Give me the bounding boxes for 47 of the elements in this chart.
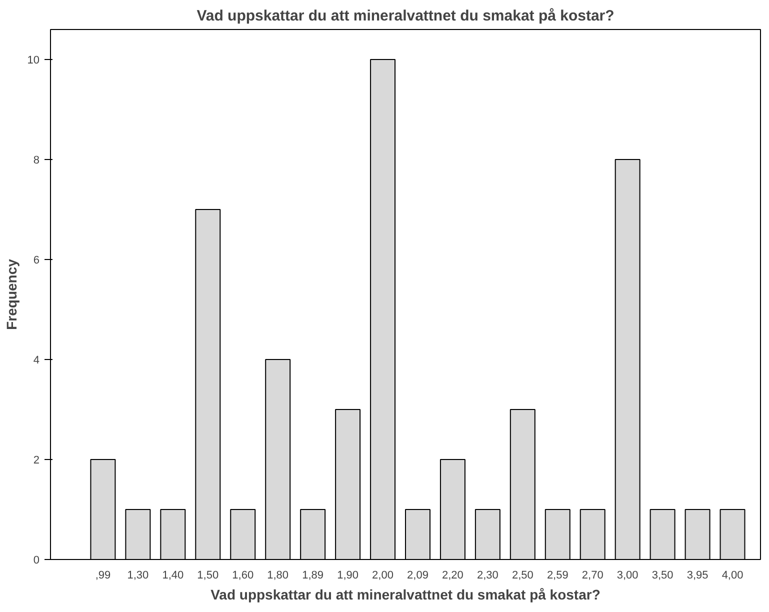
x-tick-label: 1,90 [337,570,359,582]
x-tick-label: 1,30 [127,570,149,582]
y-tick-label: 8 [33,154,40,166]
y-tick-label: 6 [33,254,40,266]
bar [370,59,396,560]
y-tick-label: 2 [33,454,40,466]
bar [580,509,606,560]
x-tick-label: 1,40 [162,570,184,582]
bar [125,509,151,560]
bar [474,509,500,560]
bar [230,509,256,560]
y-axis-title: Frequency [3,258,20,330]
x-tick-label: 4,00 [722,570,744,582]
bar [684,509,710,560]
y-tick-label: 10 [27,54,40,66]
x-tick-label: 2,00 [372,570,394,582]
bar [544,509,570,560]
bar [510,409,536,560]
x-tick-label: ,99 [95,570,111,582]
y-tick-label: 4 [33,354,40,366]
bar [614,159,640,560]
x-tick-label: 2,50 [512,570,534,582]
x-axis-title: Vad uppskattar du att mineralvattnet du smakat på kostar? [210,586,600,602]
bar [650,509,676,560]
chart-title: Vad uppskattar du att mineralvattnet du smakat på kostar? [196,8,614,24]
bar [720,509,746,560]
x-tick-label: 1,50 [197,570,219,582]
x-tick-label: 2,59 [546,570,568,582]
x-tick-label: 3,00 [616,570,638,582]
bar [195,209,221,560]
x-tick-label: 3,95 [686,570,708,582]
bar [300,509,326,560]
x-tick-label: 2,20 [442,570,464,582]
x-tick-label: 1,80 [267,570,289,582]
bar [335,409,361,560]
bar [160,509,186,560]
x-tick-label: 2,30 [476,570,498,582]
bar [265,359,291,560]
bar [405,509,430,560]
y-tick-label: 0 [33,554,40,566]
x-tick-label: 3,50 [652,570,674,582]
x-tick-label: 2,09 [407,570,428,582]
x-tick-label: 2,70 [582,570,604,582]
bar [90,459,116,560]
bar [440,459,466,560]
x-tick-label: 1,89 [302,570,324,582]
x-tick-label: 1,60 [232,570,254,582]
